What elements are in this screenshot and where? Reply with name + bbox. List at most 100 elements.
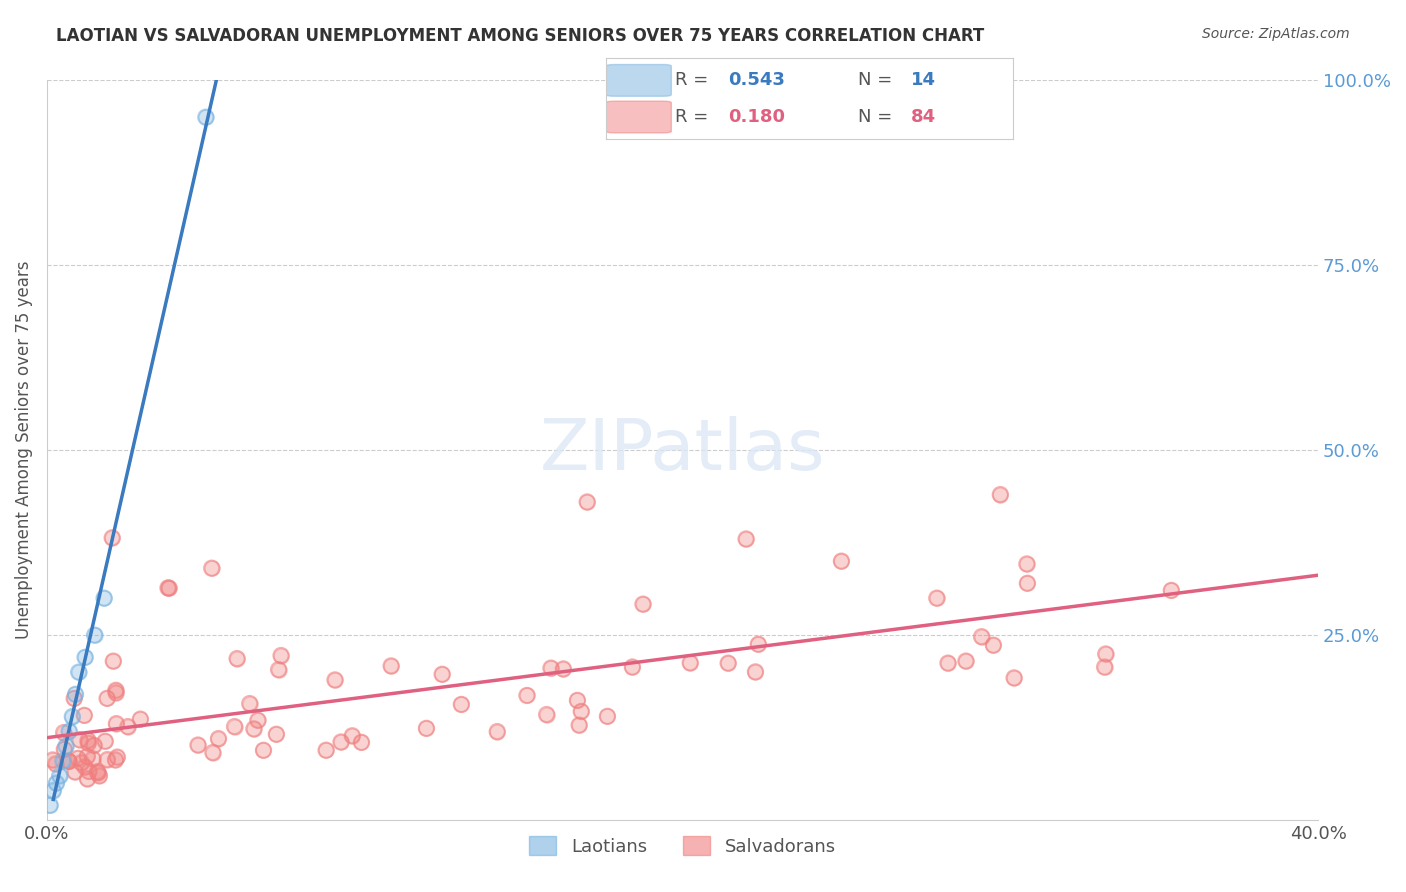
Point [89, 769, 111, 783]
Salvadorans [83, 739, 105, 753]
Point [201, 561, 224, 575]
Laotians [52, 754, 75, 768]
Salvadorans [156, 581, 179, 595]
Legend: Laotians, Salvadorans: Laotians, Salvadorans [522, 829, 844, 863]
Salvadorans [679, 656, 702, 670]
Salvadorans [58, 754, 80, 768]
Salvadorans [1160, 583, 1182, 598]
Salvadorans [207, 731, 229, 746]
Point [342, 729, 364, 743]
Salvadorans [252, 743, 274, 757]
Salvadorans [568, 718, 591, 732]
Salvadorans [342, 729, 364, 743]
Point [76, 749, 98, 764]
Point [55, 739, 77, 753]
Point [226, 651, 249, 665]
Text: LAOTIAN VS SALVADORAN UNEMPLOYMENT AMONG SENIORS OVER 75 YEARS CORRELATION CHART: LAOTIAN VS SALVADORAN UNEMPLOYMENT AMONG… [56, 27, 984, 45]
Point [540, 661, 562, 675]
Salvadorans [350, 735, 373, 749]
Point [96, 691, 118, 706]
Salvadorans [101, 531, 124, 545]
Salvadorans [430, 667, 453, 681]
Salvadorans [988, 487, 1011, 501]
Point [315, 743, 337, 757]
Salvadorans [129, 712, 152, 726]
Y-axis label: Unemployment Among Seniors over 75 years: Unemployment Among Seniors over 75 years [15, 260, 32, 640]
Salvadorans [69, 732, 91, 747]
Point [63, 691, 86, 706]
Point [830, 554, 852, 568]
Salvadorans [747, 637, 769, 651]
Salvadorans [246, 713, 269, 727]
Point [631, 597, 654, 611]
Salvadorans [104, 753, 127, 767]
Point [67, 665, 90, 680]
Point [58, 755, 80, 769]
Point [224, 720, 246, 734]
Salvadorans [717, 656, 740, 670]
Point [239, 697, 262, 711]
Point [104, 686, 127, 700]
Point [970, 630, 993, 644]
Salvadorans [315, 743, 337, 757]
Point [323, 673, 346, 687]
Laotians [73, 650, 96, 665]
Point [988, 487, 1011, 501]
Salvadorans [569, 705, 592, 719]
Laotians [48, 769, 70, 783]
Salvadorans [77, 733, 100, 747]
Salvadorans [936, 656, 959, 670]
Point [207, 731, 229, 746]
Point [77, 736, 100, 750]
Point [350, 735, 373, 749]
Salvadorans [323, 673, 346, 687]
Point [194, 110, 217, 124]
Point [330, 735, 353, 749]
Laotians [65, 687, 87, 701]
Point [246, 713, 269, 727]
Salvadorans [86, 765, 108, 780]
Salvadorans [267, 663, 290, 677]
Salvadorans [63, 764, 86, 779]
Laotians [194, 110, 217, 124]
Salvadorans [187, 738, 209, 752]
Point [117, 719, 139, 733]
Salvadorans [621, 660, 644, 674]
Salvadorans [94, 734, 117, 748]
Salvadorans [76, 772, 98, 786]
Point [103, 654, 125, 668]
Text: ZIPatlas: ZIPatlas [540, 416, 825, 484]
Salvadorans [117, 719, 139, 733]
Salvadorans [415, 722, 437, 736]
Point [105, 750, 128, 764]
Laotians [83, 628, 105, 642]
Point [73, 760, 96, 774]
Point [187, 738, 209, 752]
Point [679, 656, 702, 670]
Point [73, 650, 96, 665]
Point [86, 765, 108, 780]
Salvadorans [553, 662, 575, 676]
Point [58, 754, 80, 768]
Salvadorans [450, 698, 472, 712]
Point [1002, 671, 1025, 685]
Point [576, 495, 599, 509]
Salvadorans [105, 750, 128, 764]
Point [717, 656, 740, 670]
Salvadorans [266, 727, 288, 741]
Salvadorans [224, 720, 246, 734]
Salvadorans [104, 683, 127, 698]
Point [1094, 647, 1116, 661]
Text: Source: ZipAtlas.com: Source: ZipAtlas.com [1202, 27, 1350, 41]
Point [73, 708, 96, 723]
Salvadorans [486, 724, 509, 739]
Point [65, 687, 87, 701]
Salvadorans [96, 691, 118, 706]
Point [69, 732, 91, 747]
Point [45, 776, 67, 790]
Salvadorans [86, 764, 108, 779]
Salvadorans [226, 651, 249, 665]
Salvadorans [66, 751, 89, 765]
Salvadorans [1094, 647, 1116, 661]
Point [252, 743, 274, 757]
